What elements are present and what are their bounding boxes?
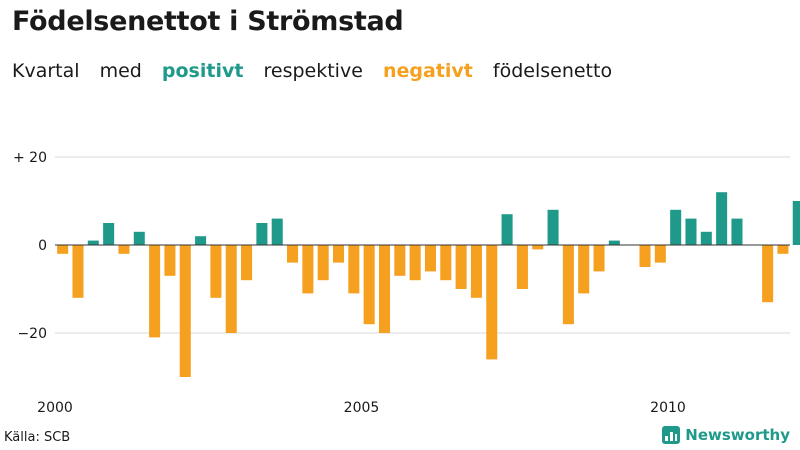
bar-negative: [378, 245, 391, 333]
bar-negative: [486, 245, 498, 360]
bar-negative: [470, 245, 482, 298]
brand-name: Newsworthy: [685, 426, 790, 444]
y-tick-label: −20: [17, 326, 47, 342]
newsworthy-chart-icon: [662, 426, 681, 444]
newsworthy-logo: Newsworthy: [662, 426, 790, 444]
bar-positive: [271, 218, 283, 245]
bar-positive: [792, 201, 800, 245]
bar-negative: [654, 245, 666, 263]
bar-positive: [103, 223, 115, 245]
bar-negative: [164, 245, 176, 276]
bar-positive: [87, 240, 99, 245]
bar-negative: [149, 245, 161, 338]
bar-negative: [317, 245, 329, 281]
source-note: Källa: SCB: [4, 430, 71, 445]
bar-negative: [210, 245, 222, 298]
bar-positive: [256, 223, 268, 245]
bar-positive: [608, 240, 620, 245]
subtitle-positive-label: positivt: [161, 60, 244, 82]
bar-negative: [409, 245, 421, 281]
bar-negative: [424, 245, 436, 272]
bar-negative: [179, 245, 191, 377]
x-tick-label: 2005: [344, 400, 380, 416]
bar-negative: [777, 245, 789, 254]
bar-positive: [133, 231, 145, 245]
bar-negative: [394, 245, 406, 276]
bar-positive: [501, 214, 513, 245]
bar-positive: [716, 192, 728, 245]
bar-negative: [455, 245, 467, 289]
bar-positive: [700, 231, 712, 245]
bar-negative: [516, 245, 528, 289]
chart-title: Födelsenettot i Strömstad: [12, 6, 404, 37]
subtitle-word-kvartal: Kvartal: [12, 60, 80, 82]
bar-negative: [363, 245, 375, 325]
bar-negative: [302, 245, 314, 294]
subtitle-word-med: med: [99, 60, 142, 82]
bar-negative: [332, 245, 345, 263]
bar-negative: [532, 245, 544, 250]
bar-negative: [578, 245, 590, 294]
subtitle-word-fodelsenetto: födelsenetto: [492, 60, 613, 82]
bar-negative: [593, 245, 605, 272]
bar-negative: [287, 245, 299, 263]
bar-positive: [685, 218, 697, 245]
bar-negative: [225, 245, 237, 333]
bar-negative: [762, 245, 774, 303]
chart-subtitle: Kvartal med positivt respektive negativt…: [12, 60, 626, 82]
y-tick-label: 0: [38, 238, 47, 254]
bar-positive: [670, 209, 682, 245]
bar-positive: [547, 209, 559, 245]
bar-negative: [440, 245, 452, 281]
x-tick-label: 2000: [37, 400, 73, 416]
bar-negative: [57, 245, 69, 254]
subtitle-negative-label: negativt: [382, 60, 473, 82]
x-tick-label: 2010: [650, 400, 686, 416]
bar-negative: [639, 245, 651, 267]
y-tick-label: + 20: [13, 150, 47, 166]
bar-positive: [195, 236, 207, 245]
bar-positive: [731, 218, 743, 245]
bar-negative: [562, 245, 574, 325]
bar-negative: [118, 245, 130, 254]
bar-negative: [348, 245, 360, 294]
bar-negative: [72, 245, 84, 298]
subtitle-word-respektive: respektive: [263, 60, 363, 82]
bar-negative: [241, 245, 253, 281]
